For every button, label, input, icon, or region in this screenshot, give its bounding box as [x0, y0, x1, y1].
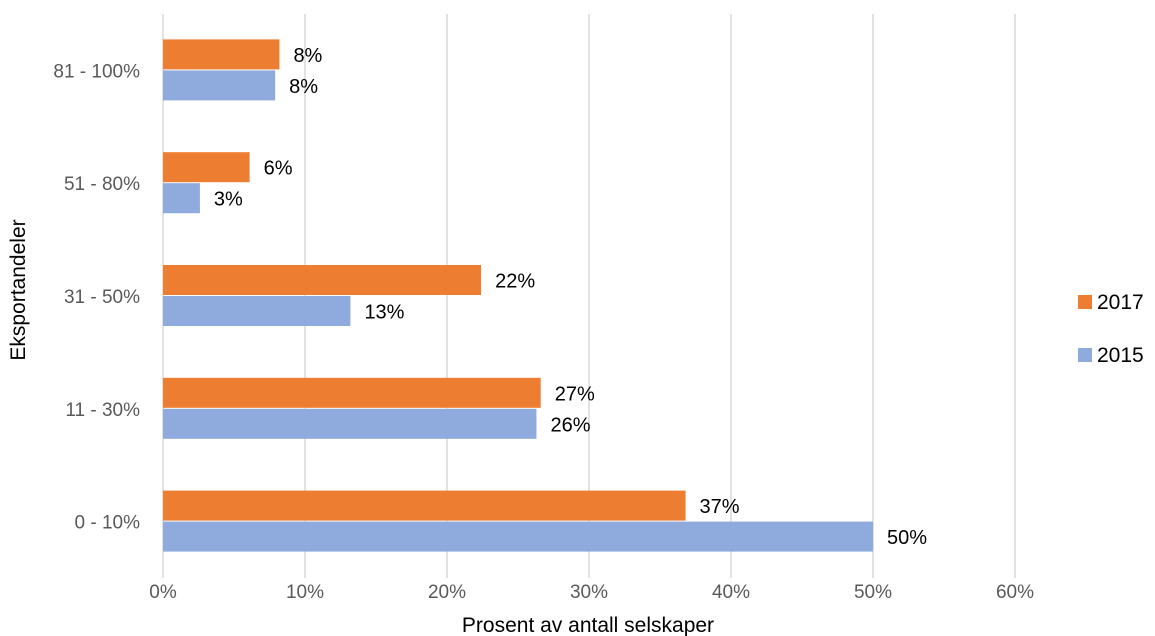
y-tick-label: 51 - 80%: [64, 174, 140, 195]
x-tick-label: 10%: [286, 582, 324, 603]
bar-2015-31-50-: [163, 296, 351, 326]
bar-2017-31-50-: [163, 265, 482, 295]
gridlines: [162, 14, 1016, 578]
x-tick-label: 50%: [854, 582, 892, 603]
y-tick-label: 0 - 10%: [75, 513, 141, 534]
bars: [163, 39, 873, 552]
data-label-2015: 8%: [289, 76, 318, 98]
bar-2015-81-100-: [163, 70, 276, 101]
data-label-2015: 50%: [887, 527, 927, 549]
x-axis-tick-labels: 0% 10% 20% 30% 40% 50% 60%: [149, 582, 1034, 603]
data-label-2015: 3%: [214, 189, 243, 211]
x-tick-label: 20%: [428, 582, 466, 603]
data-label-2015: 26%: [550, 414, 590, 436]
y-tick-label: 31 - 50%: [64, 287, 140, 308]
data-labels: 8% 8% 6% 3% 22% 13% 27% 26% 37% 50%: [214, 45, 927, 549]
bar-2017-81-100-: [163, 39, 280, 70]
y-tick-label: 81 - 100%: [53, 61, 140, 82]
x-tick-label: 30%: [570, 582, 608, 603]
legend-label-2017: 2017: [1097, 291, 1144, 314]
legend-swatch-2017: [1078, 295, 1092, 309]
data-label-2017: 37%: [700, 496, 740, 518]
bar-2015-11-30-: [163, 408, 537, 439]
bar-2017-51-80-: [163, 152, 250, 183]
x-tick-label: 0%: [149, 582, 177, 603]
y-axis-title: Eksportandeler: [7, 219, 30, 360]
data-label-2015: 13%: [364, 302, 404, 324]
x-axis-title: Prosent av antall selskaper: [462, 614, 714, 636]
data-label-2017: 27%: [555, 383, 595, 405]
y-axis-tick-labels: 81 - 100% 51 - 80% 31 - 50% 11 - 30% 0 - 10%: [53, 61, 140, 533]
x-tick-label: 40%: [712, 582, 750, 603]
y-tick-label: 11 - 30%: [65, 400, 140, 421]
bar-2017-0-10-: [163, 490, 686, 521]
data-label-2017: 8%: [293, 45, 322, 67]
legend-label-2015: 2015: [1097, 344, 1144, 367]
x-tick-label: 60%: [996, 582, 1034, 603]
bar-2015-0-10-: [163, 521, 873, 552]
bar-2015-51-80-: [163, 183, 200, 214]
data-label-2017: 6%: [264, 158, 293, 180]
legend: 2017 2015: [1078, 291, 1144, 367]
bar-2017-11-30-: [163, 377, 541, 408]
legend-swatch-2015: [1078, 348, 1092, 362]
data-label-2017: 22%: [495, 271, 535, 293]
